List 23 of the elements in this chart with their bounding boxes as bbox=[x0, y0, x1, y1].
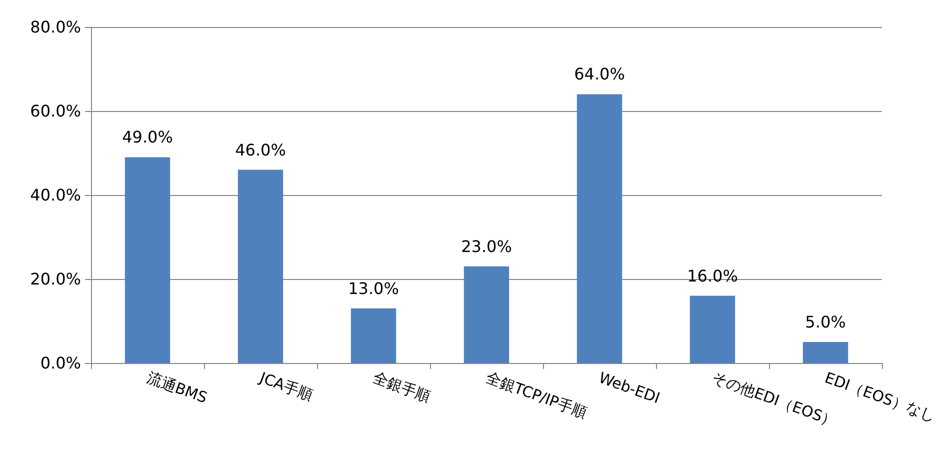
bar bbox=[802, 342, 848, 363]
data-label: 46.0% bbox=[235, 140, 286, 160]
bar bbox=[238, 170, 284, 363]
bar bbox=[124, 157, 170, 363]
y-tick-label: 80.0% bbox=[30, 18, 81, 36]
bar bbox=[690, 296, 736, 363]
bar bbox=[464, 266, 510, 363]
y-tick-label: 20.0% bbox=[30, 270, 81, 288]
x-tick-label: 全銀TCP/IP手順 bbox=[483, 368, 590, 422]
data-label: 16.0% bbox=[687, 266, 738, 286]
y-tick-label: 60.0% bbox=[30, 102, 81, 120]
data-label: 49.0% bbox=[122, 128, 173, 147]
bar bbox=[576, 94, 622, 363]
data-label: 5.0% bbox=[805, 312, 846, 332]
x-tick-label: 流通BMS bbox=[144, 368, 210, 407]
x-tick-label: JCA手順 bbox=[256, 368, 316, 404]
bar bbox=[350, 308, 396, 363]
data-label: 64.0% bbox=[574, 64, 625, 84]
y-tick-label: 40.0% bbox=[30, 186, 81, 204]
data-label: 23.0% bbox=[461, 236, 512, 256]
data-label: 13.0% bbox=[348, 278, 399, 298]
y-tick-label: 0.0% bbox=[40, 354, 81, 372]
x-tick-label: 全銀手順 bbox=[370, 368, 433, 406]
